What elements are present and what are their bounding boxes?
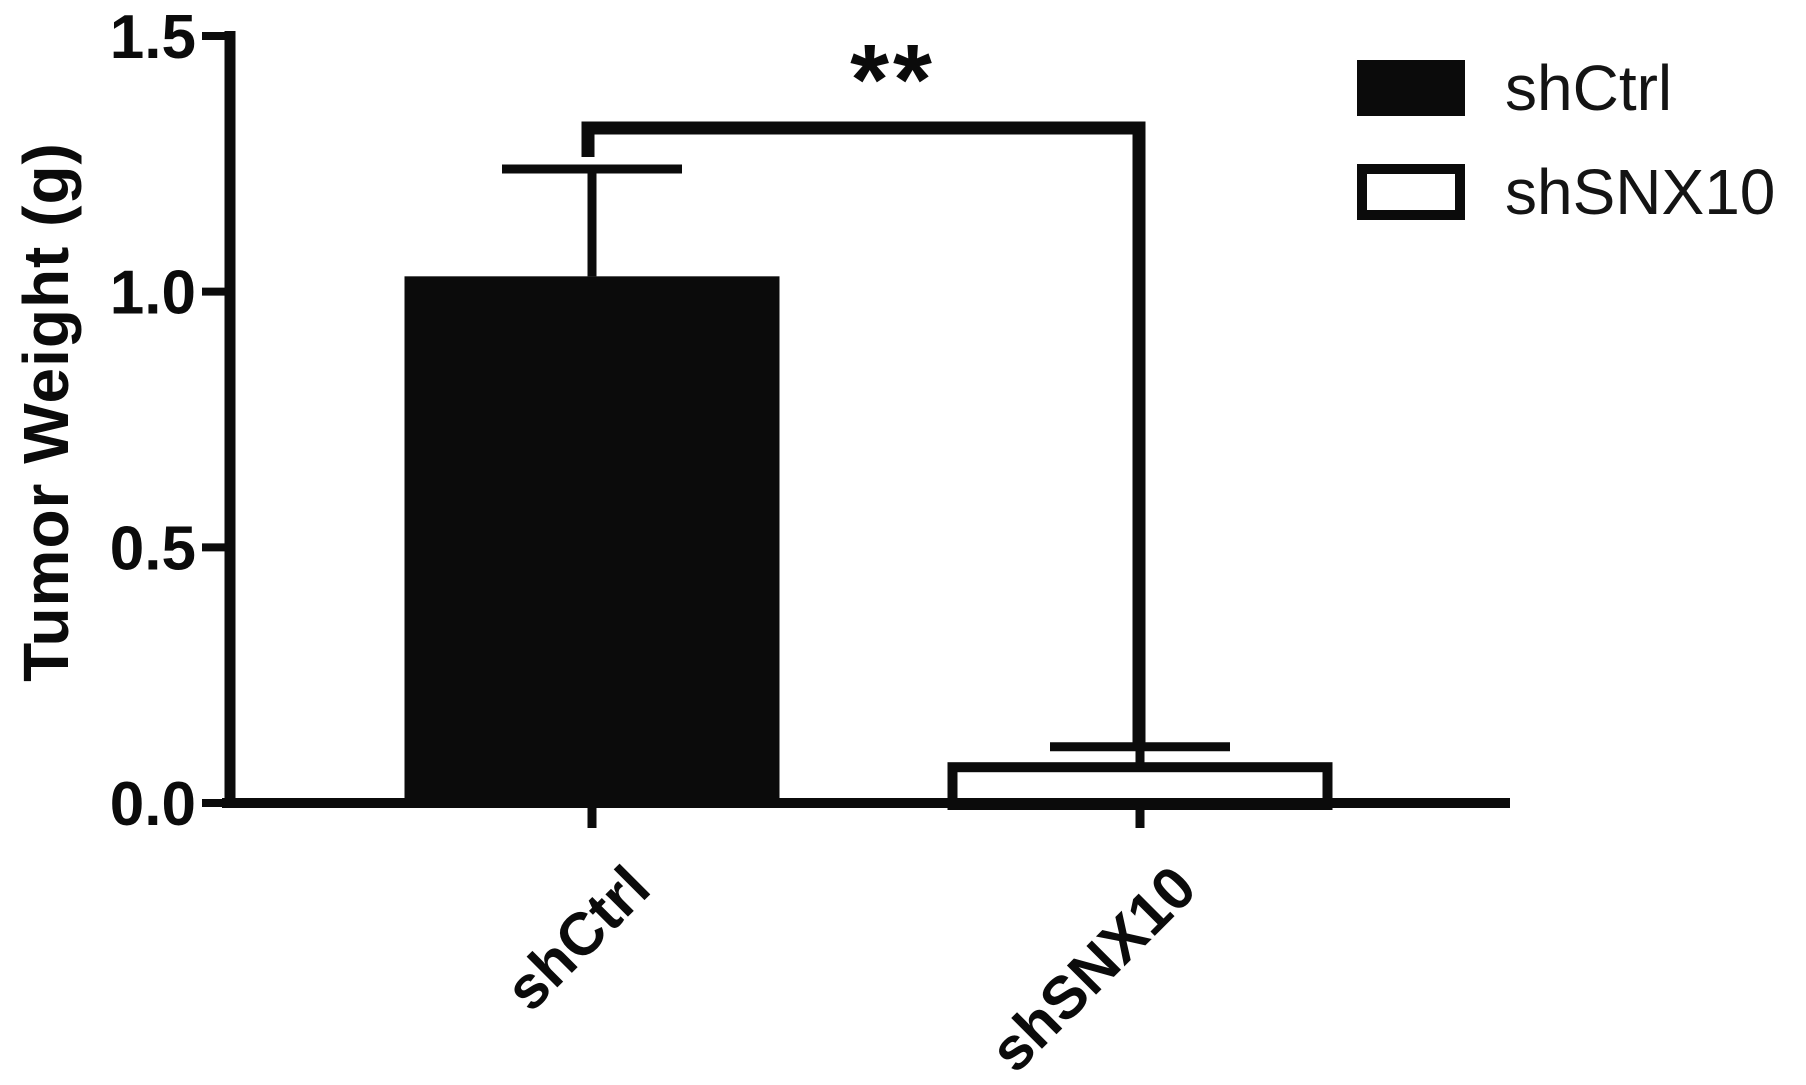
legend-swatch-outlined-icon xyxy=(1357,164,1465,220)
legend: shCtrl shSNX10 xyxy=(1357,52,1776,268)
bar-shCtrl xyxy=(404,276,780,803)
legend-item-shsnx10: shSNX10 xyxy=(1357,156,1776,228)
y-tick-label: 0.5 xyxy=(110,514,196,583)
y-axis-title: Tumor Weight (g) xyxy=(10,142,82,682)
legend-label: shSNX10 xyxy=(1505,156,1776,228)
y-tick-label: 1.5 xyxy=(110,3,196,72)
legend-item-shctrl: shCtrl xyxy=(1357,52,1775,124)
y-tick-label: 1.0 xyxy=(110,259,196,328)
y-tick-label: 0.0 xyxy=(110,770,196,839)
significance-bracket xyxy=(581,121,1146,751)
significance-stars: ** xyxy=(850,24,936,136)
legend-swatch-filled-icon xyxy=(1357,60,1465,116)
legend-label: shCtrl xyxy=(1505,52,1673,124)
